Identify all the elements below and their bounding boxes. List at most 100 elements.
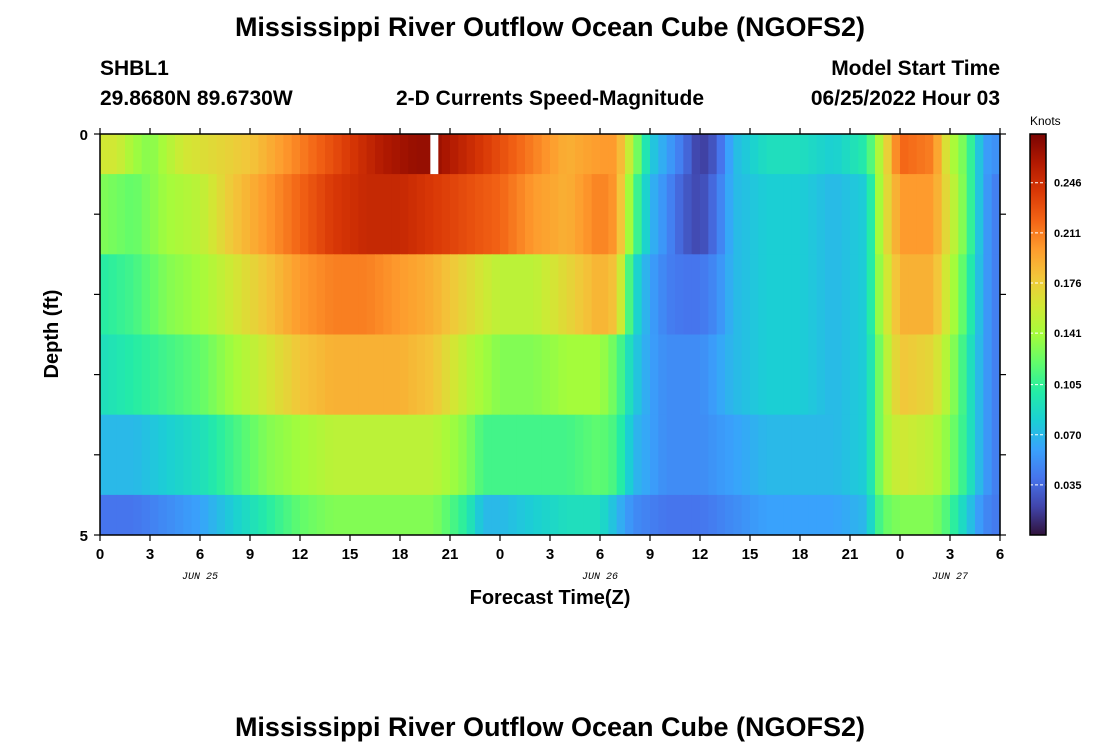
heatmap-cell: [875, 254, 884, 335]
heatmap-cell: [108, 134, 118, 175]
heatmap-cell: [308, 174, 318, 255]
heatmap-cell: [966, 134, 976, 175]
heatmap-cell: [975, 134, 984, 175]
heatmap-cell: [808, 134, 818, 175]
heatmap-cell: [400, 494, 409, 536]
heatmap-cell: [450, 494, 459, 536]
heatmap-cell: [525, 254, 534, 335]
heatmap-cell: [675, 174, 684, 255]
heatmap-cell: [800, 414, 809, 496]
heatmap-cell: [808, 174, 818, 255]
heatmap-cell: [608, 254, 618, 335]
heatmap-cell: [708, 414, 718, 496]
heatmap-cell: [675, 414, 684, 496]
heatmap-cell: [233, 494, 243, 536]
heatmap-cell: [416, 134, 426, 175]
colorbar-tick-label: 0.246: [1054, 178, 1082, 190]
heatmap-cell: [816, 134, 826, 175]
heatmap-cell: [208, 414, 218, 496]
heatmap-cell: [233, 134, 243, 175]
heatmap-cell: [400, 174, 409, 255]
heatmap-cell: [741, 174, 751, 255]
heatmap-cell: [708, 334, 718, 416]
heatmap-cell: [508, 254, 518, 335]
heatmap-cell: [625, 414, 634, 496]
heatmap-cell: [700, 334, 709, 416]
heatmap-cell: [775, 254, 784, 335]
heatmap-cell: [458, 134, 468, 175]
heatmap-cell: [850, 254, 859, 335]
heatmap-cell: [150, 174, 159, 255]
heatmap-cell: [283, 494, 293, 536]
heatmap-cell: [166, 494, 176, 536]
heatmap-cell: [358, 334, 368, 416]
heatmap-cell: [250, 334, 259, 416]
heatmap-cell: [891, 494, 901, 536]
heatmap-cell: [733, 334, 743, 416]
heatmap-cell: [641, 494, 651, 536]
heatmap-cell: [291, 254, 301, 335]
heatmap-cell: [375, 334, 384, 416]
heatmap-cell: [825, 414, 834, 496]
heatmap-cell: [116, 254, 126, 335]
heatmap-cell: [383, 254, 393, 335]
heatmap-cell: [491, 414, 501, 496]
heatmap-cell: [408, 134, 418, 175]
heatmap-cell: [466, 254, 476, 335]
heatmap-cell: [725, 254, 734, 335]
heatmap-cell: [941, 254, 951, 335]
heatmap-cell: [266, 254, 276, 335]
heatmap-cell: [308, 494, 318, 536]
heatmap-cell: [783, 134, 793, 175]
heatmap-cell: [700, 414, 709, 496]
heatmap-cell: [666, 494, 676, 536]
heatmap-cell: [766, 334, 776, 416]
heatmap-cell: [300, 494, 309, 536]
heatmap-cell: [450, 414, 459, 496]
heatmap-cell: [550, 494, 559, 536]
heatmap-cell: [133, 134, 143, 175]
heatmap-cell: [833, 254, 843, 335]
x-tick-label: 0: [896, 546, 904, 563]
heatmap-cell: [866, 254, 876, 335]
heatmap-cell: [250, 494, 259, 536]
heatmap-cell: [691, 134, 701, 175]
heatmap-cell: [125, 174, 134, 255]
heatmap-cell: [675, 334, 684, 416]
heatmap-cell: [458, 174, 468, 255]
heatmap-cell: [716, 414, 726, 496]
heatmap-cell: [991, 334, 1001, 416]
heatmap-cell: [858, 334, 868, 416]
heatmap-cell: [641, 254, 651, 335]
heatmap-cell: [650, 414, 659, 496]
heatmap-cell: [566, 494, 576, 536]
heatmap-cell: [933, 334, 943, 416]
heatmap-cell: [825, 494, 834, 536]
heatmap-cell: [133, 414, 143, 496]
heatmap-cell: [708, 254, 718, 335]
heatmap-cell: [650, 254, 659, 335]
heatmap-cell: [266, 134, 276, 175]
heatmap-cell: [825, 254, 834, 335]
heatmap-cell: [916, 414, 926, 496]
heatmap-cell: [458, 254, 468, 335]
heatmap-cell: [366, 174, 376, 255]
heatmap-cell: [483, 174, 493, 255]
heatmap-cell: [341, 414, 351, 496]
heatmap-cell: [566, 334, 576, 416]
heatmap-cell: [283, 134, 293, 175]
heatmap-cell: [575, 254, 584, 335]
heatmap-cell: [733, 134, 743, 175]
heatmap-cell: [933, 254, 943, 335]
heatmap-cell: [816, 414, 826, 496]
heatmap-cell: [275, 174, 284, 255]
heatmap-cell: [291, 494, 301, 536]
heatmap-cell: [216, 334, 226, 416]
heatmap-cell: [983, 134, 993, 175]
heatmap-cell: [466, 134, 476, 175]
heatmap-cell: [325, 334, 334, 416]
heatmap-cell: [541, 254, 551, 335]
heatmap-cell: [358, 414, 368, 496]
heatmap-cell: [166, 334, 176, 416]
heatmap-cell: [966, 494, 976, 536]
